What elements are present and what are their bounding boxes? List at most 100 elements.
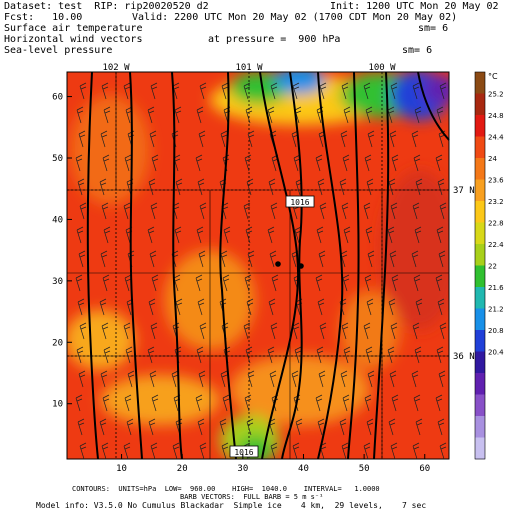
wind-barb [367, 130, 375, 148]
wind-barb [387, 346, 395, 364]
wind-barb [222, 274, 230, 292]
wind-barb [343, 226, 351, 244]
wind-barb [270, 322, 278, 340]
wind-barb [221, 82, 229, 100]
wind-barb [199, 442, 207, 460]
isobar-label-upper: 1016 [285, 195, 315, 208]
wind-barb [76, 106, 84, 124]
y-axis: 10 20 30 40 50 60 [52, 93, 72, 410]
wind-barb [412, 82, 420, 100]
wind-barb [247, 370, 255, 388]
wind-barb [196, 226, 204, 244]
wind-barb [390, 322, 398, 340]
wind-barb [124, 274, 132, 292]
wind-barb [245, 346, 253, 364]
wind-barb [222, 394, 230, 412]
wind-barb [149, 130, 157, 148]
longitude-label: 100 W [368, 63, 396, 73]
svg-text:1016: 1016 [290, 198, 309, 207]
colorbar-value-label: 21.2 [488, 306, 504, 314]
wind-barb [439, 202, 447, 220]
wind-barb [77, 418, 85, 436]
colorbar-swatch [475, 287, 485, 309]
wind-barb [412, 322, 420, 340]
wind-barb [363, 82, 371, 100]
wind-barb [100, 370, 108, 388]
colorbar-swatch [475, 115, 485, 137]
wind-barb [315, 154, 323, 172]
wind-barb [245, 106, 253, 124]
wind-barb [267, 106, 275, 124]
wind-barb [195, 274, 203, 292]
y-tick-label: 60 [52, 93, 63, 103]
wind-barb [196, 106, 204, 124]
colorbar-value-label: 22.4 [488, 241, 504, 249]
wind-barb [365, 346, 373, 364]
wind-barb [102, 274, 110, 292]
wind-barb [78, 250, 86, 268]
wind-barb [195, 154, 203, 172]
field-pressure-label: Sea-level pressure [4, 45, 113, 56]
temperature-field [67, 72, 449, 459]
wind-barb [150, 82, 158, 100]
field-temperature-smoothing: sm= 6 [418, 23, 449, 34]
wind-barb [439, 322, 447, 340]
wind-barb [99, 298, 107, 316]
wind-barb [341, 442, 349, 460]
wind-barb [197, 418, 205, 436]
wind-barb [319, 202, 327, 220]
wind-barb [364, 274, 372, 292]
wind-barb [342, 274, 350, 292]
wind-barb [435, 154, 443, 172]
wind-barb [124, 394, 132, 412]
wind-barb [100, 250, 108, 268]
wind-barb [292, 322, 300, 340]
wind-barb [126, 418, 134, 436]
wind-barb [390, 442, 398, 460]
wind-barb [199, 202, 207, 220]
colorbar-value-label: 23.2 [488, 198, 504, 206]
wind-barb [436, 346, 444, 364]
wind-barb [319, 82, 327, 100]
wind-barb [271, 274, 279, 292]
wind-barb [316, 346, 324, 364]
wind-barb [414, 226, 422, 244]
wind-barb [270, 202, 278, 220]
wind-barb [100, 130, 108, 148]
colorbar-swatch [475, 72, 485, 94]
wind-barb [123, 442, 131, 460]
barb-info: BARB VECTORS: FULL BARB = 5 m s⁻¹ [180, 493, 324, 501]
wind-barb [387, 226, 395, 244]
dataset-label: Dataset: test RIP: rip20020520 d2 [4, 1, 209, 12]
colorbar-value-label: 24 [488, 155, 497, 163]
wind-barb [103, 346, 111, 364]
wind-barb [99, 418, 107, 436]
wind-barb [415, 178, 423, 196]
wind-barb [77, 178, 85, 196]
wind-barb [245, 226, 253, 244]
wind-barb [366, 298, 374, 316]
field-temperature-label: Surface air temperature [4, 23, 143, 34]
wind-barb [151, 274, 159, 292]
field-wind-label: Horizontal wind vectors [4, 34, 143, 45]
wind-barb [413, 154, 421, 172]
wind-barb [391, 394, 399, 412]
wind-barb [151, 394, 159, 412]
latitude-label: 37 N [453, 186, 475, 196]
svg-text:1016: 1016 [234, 448, 253, 457]
wind-barb [244, 394, 252, 412]
wind-barb [220, 130, 228, 148]
wind-barb [75, 394, 83, 412]
forecast-hour-label: Fcst: 10.00 [4, 12, 83, 23]
wind-barb [246, 418, 254, 436]
wind-barb [101, 202, 109, 220]
wind-barb [436, 106, 444, 124]
wind-barb [318, 370, 326, 388]
wind-barb [148, 418, 156, 436]
wind-barb [175, 178, 183, 196]
wind-barb [439, 442, 447, 460]
wind-barb [437, 418, 445, 436]
wind-barb [198, 250, 206, 268]
wind-barb [390, 202, 398, 220]
wind-barb [316, 226, 324, 244]
